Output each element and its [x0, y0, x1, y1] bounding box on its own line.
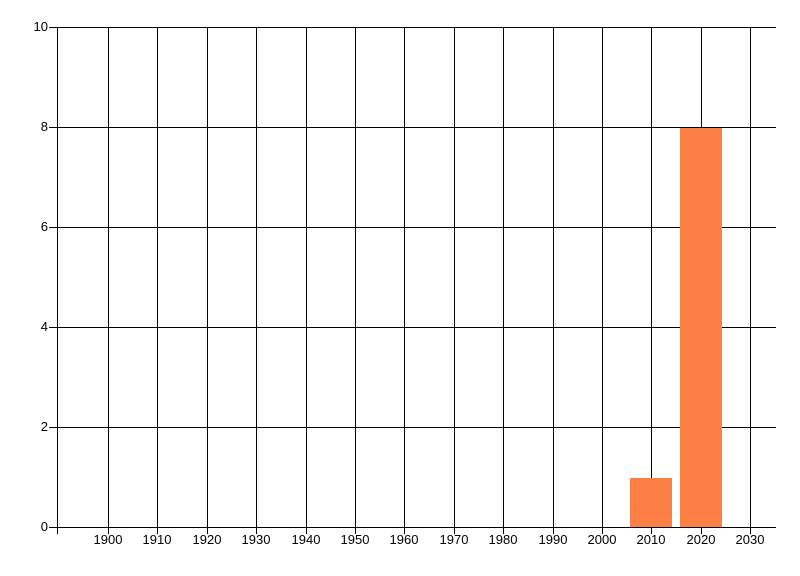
x-tick-label-1950: 1950 — [340, 532, 370, 547]
gridline-x-1980 — [503, 27, 504, 534]
x-tick-label-1910: 1910 — [142, 532, 172, 547]
x-tick-label-1940: 1940 — [291, 532, 321, 547]
gridline-y-10 — [49, 27, 776, 28]
x-tick-label-1920: 1920 — [192, 532, 222, 547]
gridline-x-2010 — [651, 27, 652, 534]
gridline-y-2 — [49, 427, 776, 428]
x-tick-label-1960: 1960 — [389, 532, 419, 547]
gridline-x-1970 — [454, 27, 455, 534]
gridline-x-1930 — [256, 27, 257, 534]
gridline-y-6 — [49, 227, 776, 228]
y-tick-label-4: 4 — [40, 319, 48, 334]
x-tick-label-1930: 1930 — [241, 532, 271, 547]
y-tick-label-6: 6 — [40, 219, 48, 234]
y-axis-line — [57, 27, 58, 534]
x-tick-label-1900: 1900 — [93, 532, 123, 547]
x-tick-label-2030: 2030 — [735, 532, 765, 547]
gridline-x-1950 — [355, 27, 356, 534]
gridline-x-1900 — [108, 27, 109, 534]
x-tick-label-2000: 2000 — [587, 532, 617, 547]
gridline-x-1920 — [207, 27, 208, 534]
gridline-x-2000 — [602, 27, 603, 534]
x-tick-label-2010: 2010 — [636, 532, 666, 547]
bar-2020 — [680, 128, 722, 527]
y-tick-label-8: 8 — [40, 119, 48, 134]
gridline-x-1940 — [306, 27, 307, 534]
gridline-x-1910 — [157, 27, 158, 534]
gridline-x-2030 — [750, 27, 751, 534]
x-tick-label-2020: 2020 — [686, 532, 716, 547]
y-tick-label-2: 2 — [40, 419, 48, 434]
gridline-x-1990 — [553, 27, 554, 534]
x-tick-label-1990: 1990 — [538, 532, 568, 547]
y-tick-label-10: 10 — [33, 19, 48, 34]
x-tick-label-1970: 1970 — [439, 532, 469, 547]
gridline-y-8 — [49, 127, 776, 128]
bar-2010 — [630, 478, 672, 527]
gridline-y-4 — [49, 327, 776, 328]
y-tick-label-0: 0 — [40, 519, 48, 534]
x-tick-label-1980: 1980 — [488, 532, 518, 547]
gridline-y-0 — [49, 527, 776, 528]
gridline-x-1960 — [404, 27, 405, 534]
